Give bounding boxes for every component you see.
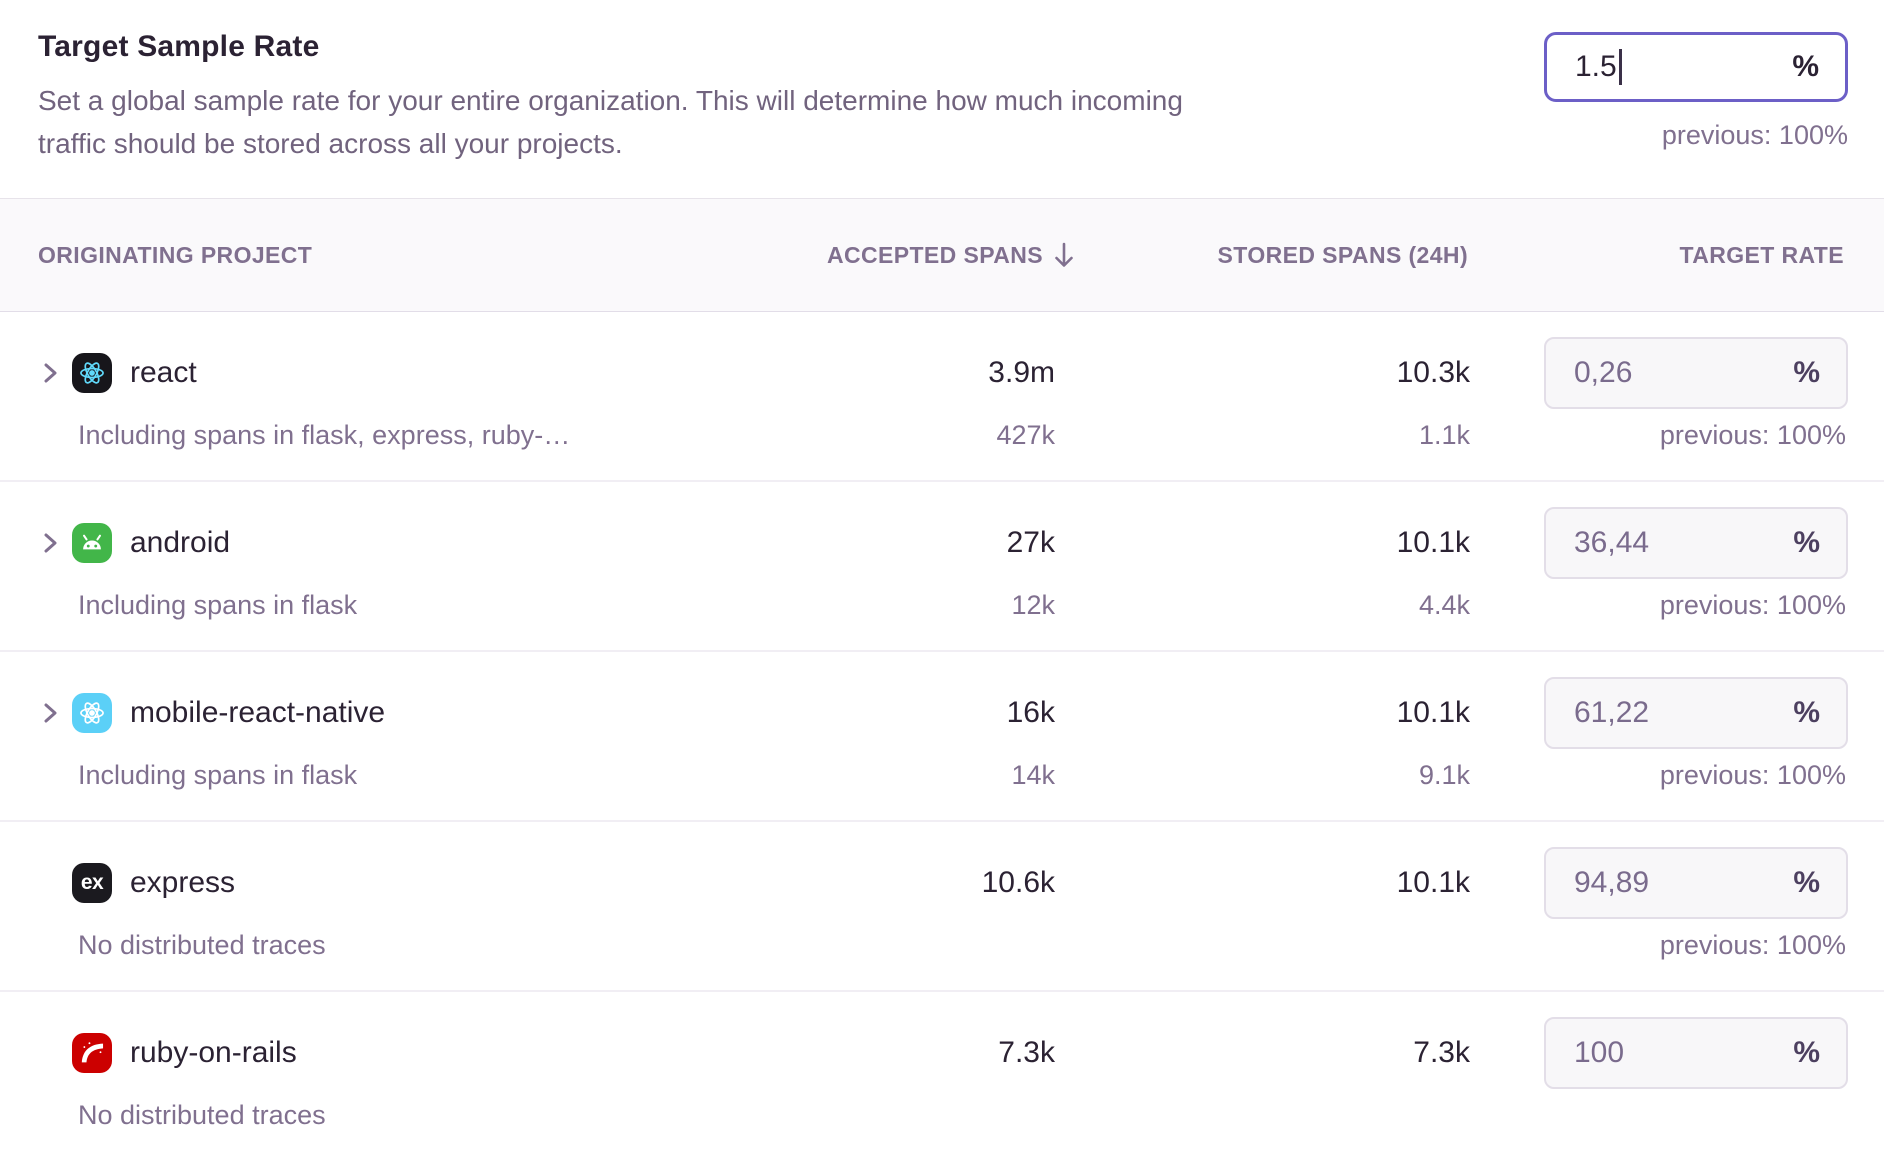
percent-unit: %	[1793, 696, 1820, 729]
accepted-spans-value: 16k	[1006, 696, 1055, 729]
table-row: ex express 10.6k 10.1k 94,89 % No distri…	[0, 822, 1884, 992]
sub-accepted-spans: 427k	[996, 419, 1055, 450]
table-row: react 3.9m 10.3k 0,26 % Including spans …	[0, 312, 1884, 482]
react-platform-icon	[72, 353, 112, 393]
col-stored-spans: STORED SPANS (24H)	[1217, 241, 1468, 268]
express-platform-icon: ex	[72, 863, 112, 903]
table-row: mobile-react-native 16k 10.1k 61,22 % In…	[0, 652, 1884, 822]
expand-chevron-icon[interactable]	[42, 530, 66, 556]
react-native-platform-icon	[72, 693, 112, 733]
accepted-spans-value: 10.6k	[981, 866, 1055, 899]
page-title: Target Sample Rate	[38, 30, 320, 63]
accepted-spans-value: 27k	[1006, 526, 1055, 559]
stored-spans-value: 7.3k	[1413, 1036, 1470, 1069]
previous-rate-label: previous: 100%	[1659, 419, 1846, 450]
target-rate-input[interactable]: 36,44 %	[1544, 507, 1848, 579]
stored-spans-value: 10.1k	[1396, 696, 1470, 729]
accepted-spans-value: 7.3k	[998, 1036, 1055, 1069]
table-row: ruby-on-rails 7.3k 7.3k 100 % No distrib…	[0, 992, 1884, 1160]
stored-spans-value: 10.3k	[1396, 356, 1470, 389]
sub-stored-spans: 1.1k	[1418, 419, 1470, 450]
sub-stored-spans: 9.1k	[1418, 759, 1470, 790]
percent-unit: %	[1793, 526, 1820, 559]
target-rate-input[interactable]: 100 %	[1544, 1017, 1848, 1089]
previous-rate-label: previous: 100%	[1659, 759, 1846, 790]
global-rate-block: 1.5 % previous: 100%	[1544, 32, 1848, 151]
project-name[interactable]: express	[130, 866, 236, 899]
global-previous-rate: previous: 100%	[1661, 120, 1848, 150]
project-name[interactable]: mobile-react-native	[130, 696, 386, 729]
project-name[interactable]: react	[130, 356, 197, 389]
included-spans-label: Including spans in flask, express, ruby-…	[78, 419, 571, 450]
global-rate-value: 1.5	[1575, 49, 1622, 85]
included-spans-label: No distributed traces	[78, 929, 326, 960]
col-target-rate: TARGET RATE	[1679, 241, 1844, 268]
expand-chevron-icon[interactable]	[42, 700, 66, 726]
table-row: android 27k 10.1k 36,44 % Including span…	[0, 482, 1884, 652]
accepted-spans-value: 3.9m	[988, 356, 1055, 389]
percent-unit: %	[1793, 356, 1820, 389]
target-rate-input[interactable]: 94,89 %	[1544, 847, 1848, 919]
included-spans-label: No distributed traces	[78, 1099, 326, 1130]
sub-accepted-spans: 14k	[1011, 759, 1055, 790]
stored-spans-value: 10.1k	[1396, 526, 1470, 559]
table-header: ORIGINATING PROJECT ACCEPTED SPANS STORE…	[0, 198, 1884, 312]
sub-accepted-spans: 12k	[1011, 589, 1055, 620]
expand-chevron-icon[interactable]	[42, 360, 66, 386]
android-platform-icon	[72, 523, 112, 563]
percent-unit: %	[1792, 50, 1819, 83]
col-accepted-spans[interactable]: ACCEPTED SPANS	[827, 242, 1164, 269]
percent-unit: %	[1793, 866, 1820, 899]
global-sample-rate-input[interactable]: 1.5 %	[1544, 32, 1848, 102]
panel-header: Target Sample Rate Set a global sample r…	[0, 0, 1884, 198]
ruby-on-rails-platform-icon	[72, 1033, 112, 1073]
percent-unit: %	[1793, 1036, 1820, 1069]
previous-rate-label: previous: 100%	[1659, 929, 1846, 960]
project-name[interactable]: android	[130, 526, 231, 559]
stored-spans-value: 10.1k	[1396, 866, 1470, 899]
previous-rate-label: previous: 100%	[1659, 589, 1846, 620]
sub-stored-spans: 4.4k	[1418, 589, 1470, 620]
page-description: Set a global sample rate for your entire…	[38, 85, 1183, 159]
target-rate-input[interactable]: 0,26 %	[1544, 337, 1848, 409]
sort-arrow-down-icon	[1053, 242, 1075, 268]
project-name[interactable]: ruby-on-rails	[130, 1036, 297, 1069]
included-spans-label: Including spans in flask	[78, 759, 358, 790]
included-spans-label: Including spans in flask	[78, 589, 358, 620]
col-originating-project: ORIGINATING PROJECT	[38, 241, 313, 268]
target-rate-input[interactable]: 61,22 %	[1544, 677, 1848, 749]
text-cursor	[1618, 49, 1622, 85]
